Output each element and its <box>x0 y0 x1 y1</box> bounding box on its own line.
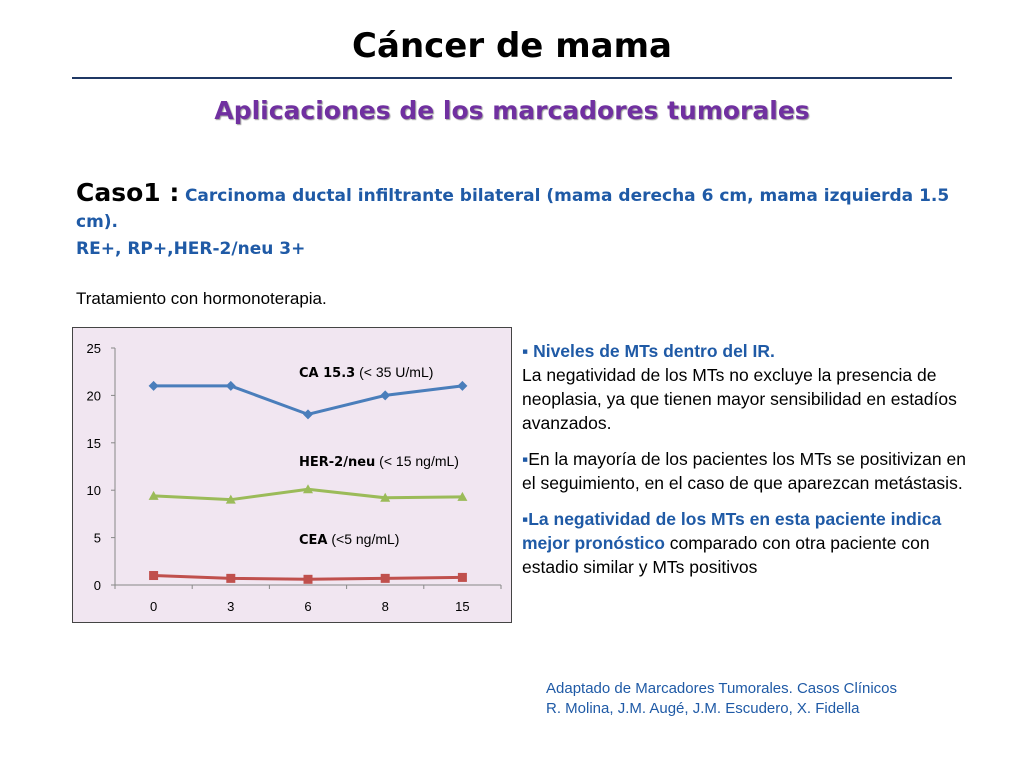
data-point <box>226 573 236 583</box>
data-point <box>148 490 159 500</box>
series-name: CEA <box>299 533 327 548</box>
series-label: CA 15.3 (< 35 U/mL) <box>299 364 433 381</box>
source-line: R. Molina, J.M. Augé, J.M. Escudero, X. … <box>546 700 860 717</box>
y-tick-label: 10 <box>87 483 101 498</box>
case-label: Caso1 : <box>76 178 180 207</box>
case-description: Caso1 : Carcinoma ductal infiltrante bil… <box>76 178 956 235</box>
y-tick-label: 5 <box>94 531 101 546</box>
series-name: HER-2/neu <box>299 455 375 470</box>
marker-chart: 0 5 10 15 20 25 0 3 6 8 15 CA 15.3 (< 35 U/mL) HER-2… <box>72 327 512 623</box>
data-point <box>225 494 236 504</box>
bullet-heading: Niveles de MTs dentro del IR. <box>533 341 775 361</box>
series-unit: (< 35 U/mL) <box>355 364 433 380</box>
data-point <box>225 380 236 391</box>
bullet-text: La negatividad de los MTs no excluye la … <box>522 365 957 433</box>
treatment-text: Tratamiento con hormonoterapia. <box>76 289 327 308</box>
bullet-marker: ▪ <box>522 341 534 361</box>
source-citation: Adaptado de Marcadores Tumorales. Casos … <box>546 679 897 719</box>
receptor-status: RE+, RP+,HER-2/neu 3+ <box>76 239 306 259</box>
data-point <box>457 491 468 501</box>
bullet-item: ▪En la mayoría de los pacientes los MTs … <box>522 447 972 495</box>
data-point <box>303 484 313 494</box>
bullet-marker: ▪ <box>522 449 529 469</box>
bullet-text: comparado con otra paciente con estadio … <box>522 533 930 577</box>
x-tick-label: 8 <box>382 599 389 614</box>
data-point <box>149 571 159 581</box>
series-name: CA 15.3 <box>299 366 355 381</box>
data-point <box>303 574 313 584</box>
bullet-item: ▪ Niveles de MTs dentro del IR. La negat… <box>522 339 972 435</box>
y-tick-label: 0 <box>94 578 101 593</box>
data-point <box>457 572 467 582</box>
x-tick-label: 3 <box>227 599 234 614</box>
bullet-marker: ▪ <box>522 509 529 529</box>
title-divider <box>72 77 952 79</box>
y-tick-label: 25 <box>87 341 101 356</box>
x-tick-label: 0 <box>150 599 157 614</box>
data-point <box>380 573 390 583</box>
series-label: CEA (<5 ng/mL) <box>299 531 399 548</box>
data-point <box>380 390 391 401</box>
bullet-item: ▪La negatividad de los MTs en esta pacie… <box>522 507 972 579</box>
data-point <box>457 380 468 391</box>
y-tick-label: 15 <box>87 436 101 451</box>
x-tick-label: 15 <box>455 599 469 614</box>
series-unit: (<5 ng/mL) <box>327 531 399 547</box>
series-unit: (< 15 ng/mL) <box>375 453 459 469</box>
y-tick-label: 20 <box>87 388 101 403</box>
slide-title: Cáncer de mama <box>352 26 672 66</box>
x-tick-label: 6 <box>304 599 311 614</box>
data-point <box>380 492 391 502</box>
data-point <box>148 380 159 391</box>
bullet-heading: La negatividad de los MTs en esta pacien… <box>522 509 942 553</box>
series-label: HER-2/neu (< 15 ng/mL) <box>299 453 459 470</box>
source-line: Adaptado de Marcadores Tumorales. Casos … <box>546 680 898 697</box>
slide-subtitle: Aplicaciones de los marcadores tumorales <box>214 96 810 125</box>
bullet-list: ▪ Niveles de MTs dentro del IR. La negat… <box>522 339 972 591</box>
bullet-text: En la mayoría de los pacientes los MTs s… <box>522 449 966 493</box>
chart-canvas: 0 5 10 15 20 25 0 3 6 8 15 CA 15.3 (< 35 U/mL) HER-2… <box>87 341 502 614</box>
case-diagnosis: Carcinoma ductal infiltrante bilateral (… <box>76 186 950 232</box>
data-point <box>303 409 313 420</box>
